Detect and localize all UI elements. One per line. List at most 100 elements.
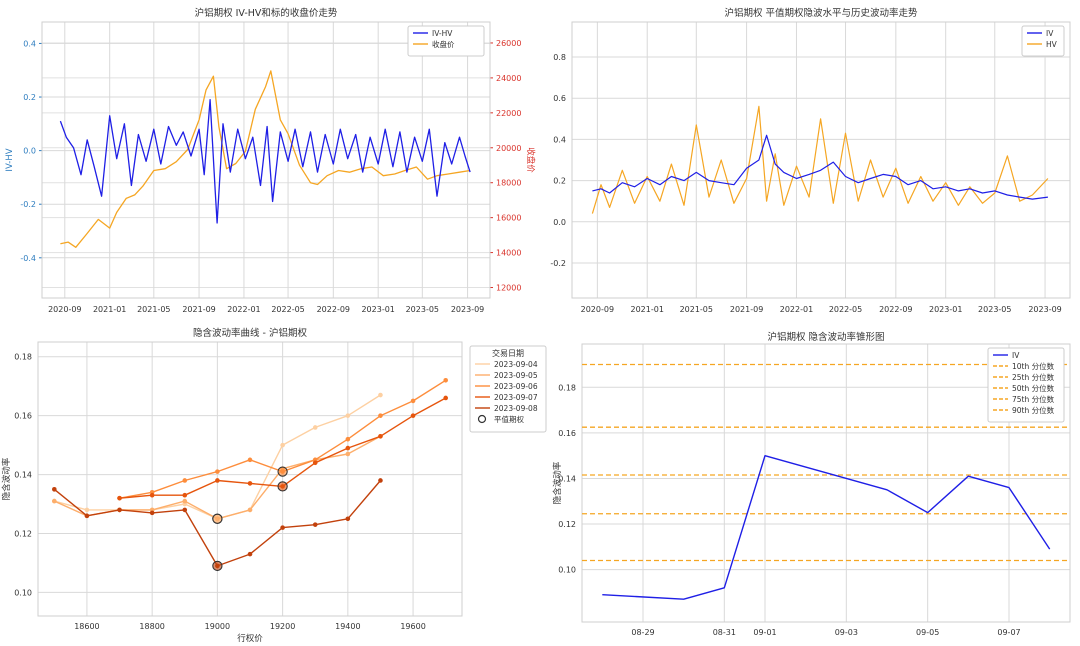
- y-axis-label: 隐含波动率: [1, 457, 12, 500]
- y-tick-label: 0.10: [14, 588, 32, 597]
- legend-label: IV: [1012, 351, 1020, 360]
- chart-title: 隐含波动率曲线 - 沪铝期权: [193, 327, 307, 339]
- legend-label: 10th 分位数: [1012, 361, 1055, 371]
- x-tick-label: 2023-09: [1028, 305, 1061, 314]
- data-point: [410, 398, 416, 404]
- x-tick-label: 19600: [400, 622, 425, 631]
- y2-axis-label: 收盘价: [525, 147, 536, 173]
- legend-label: 2023-09-06: [494, 382, 538, 391]
- x-tick-label: 2021-05: [680, 305, 713, 314]
- y-axis-label: IV-HV: [5, 148, 15, 171]
- y2-tick-label: 16000: [496, 214, 521, 223]
- x-tick-label: 2020-09: [48, 305, 81, 314]
- data-point: [312, 425, 318, 430]
- x-tick-label: 2023-01: [929, 305, 962, 314]
- y-tick-label: 0.16: [558, 429, 576, 438]
- y-tick-label: 0.12: [14, 530, 32, 539]
- legend-label: IV: [1046, 29, 1054, 38]
- series-line-iv: [602, 455, 1051, 600]
- atm-marker: [212, 513, 223, 524]
- y2-tick-label: 20000: [496, 144, 521, 153]
- data-point: [345, 436, 351, 442]
- x-tick-label: 18600: [74, 622, 99, 631]
- plot-frame: [571, 21, 1071, 299]
- y-tick-label: 0.14: [558, 474, 576, 483]
- x-tick-label: 2023-09: [451, 305, 484, 314]
- data-point: [247, 457, 253, 463]
- y-tick-label: 0.14: [14, 471, 32, 480]
- x-tick-label: 08-31: [713, 628, 736, 637]
- series-line-iv-hv: [59, 99, 471, 224]
- data-point: [280, 525, 285, 530]
- y-tick-label: 0.18: [558, 383, 576, 392]
- x-tick-label: 2022-01: [227, 305, 260, 314]
- legend-label: 25th 分位数: [1012, 372, 1055, 382]
- data-point: [378, 392, 383, 398]
- data-point: [280, 442, 285, 448]
- series-line-close-price: [60, 70, 471, 248]
- x-axis-label: 行权价: [237, 633, 263, 644]
- y-tick-label: 0.18: [14, 353, 32, 362]
- x-tick-label: 2021-01: [631, 305, 664, 314]
- data-point: [378, 433, 383, 439]
- legend-label: 2023-09-07: [494, 393, 538, 402]
- data-point: [443, 378, 448, 383]
- x-tick-label: 2020-09: [581, 305, 614, 314]
- series-line-iv: [592, 134, 1048, 200]
- data-point: [182, 498, 188, 504]
- y-tick-label: -0.2: [550, 259, 566, 268]
- data-point: [345, 451, 351, 457]
- data-point: [182, 507, 188, 513]
- chart-title: 沪铝期权 隐含波动率锥形图: [767, 331, 884, 343]
- y2-tick-label: 26000: [496, 39, 521, 48]
- x-tick-label: 08-29: [631, 628, 654, 637]
- y2-tick-label: 14000: [496, 249, 521, 258]
- data-point: [182, 492, 188, 498]
- data-point: [117, 507, 122, 513]
- y-tick-label: 0.10: [558, 566, 576, 575]
- y2-tick-label: 24000: [496, 74, 521, 83]
- legend-label: 收盘价: [432, 39, 455, 49]
- y-tick-label: 0.2: [553, 177, 566, 186]
- data-point: [215, 469, 220, 474]
- legend: 交易日期 2023-09-04 2023-09-05 2023-09-06 2023-0…: [469, 345, 547, 433]
- chart-iv-smile: 18600 18800 19000 19200 19400 19600 0.18 0.16 0.…: [1, 327, 547, 644]
- x-tick-label: 09-03: [835, 628, 858, 637]
- x-tick-label: 2022-05: [829, 305, 862, 314]
- chart-title: 沪铝期权 平值期权隐波水平与历史波动率走势: [724, 7, 918, 19]
- chart-iv-cone: 08-29 08-31 09-01 09-03 09-05 09-07 0.18 0.16 0.…: [552, 331, 1071, 637]
- atm-marker: [277, 466, 288, 477]
- data-point: [312, 522, 318, 527]
- legend-label: 2023-09-04: [494, 360, 538, 369]
- x-tick-label: 19200: [270, 622, 295, 631]
- x-tick-label: 09-07: [997, 628, 1020, 637]
- data-point: [52, 487, 57, 492]
- data-point: [52, 498, 57, 504]
- x-tick-label: 09-01: [753, 628, 776, 637]
- y-tick-label: 0.16: [14, 412, 32, 421]
- plot-frame: [581, 343, 1071, 623]
- x-tick-label: 2022-05: [271, 305, 304, 314]
- y2-tick-label: 12000: [496, 284, 521, 293]
- y-tick-label: -0.4: [20, 254, 36, 263]
- data-point: [84, 513, 90, 519]
- x-tick-label: 2021-09: [182, 305, 215, 314]
- x-tick-label: 09-05: [916, 628, 939, 637]
- x-tick-label: 2023-05: [406, 305, 439, 314]
- legend-label: 平值期权: [494, 414, 524, 424]
- data-point: [345, 445, 351, 451]
- x-tick-label: 2021-09: [730, 305, 763, 314]
- y-axis-label: 隐含波动率: [552, 461, 563, 504]
- data-point: [84, 507, 90, 513]
- data-point: [117, 495, 122, 501]
- chart-atm-iv-hv: 2020-09 2021-01 2021-05 2021-09 2022-01 2022-…: [550, 7, 1071, 314]
- data-point: [443, 395, 448, 401]
- y2-tick-label: 22000: [496, 109, 521, 118]
- legend-title: 交易日期: [492, 348, 524, 358]
- legend-label: 75th 分位数: [1012, 394, 1055, 404]
- y-tick-label: 0.8: [553, 53, 566, 62]
- data-point: [182, 478, 188, 483]
- x-tick-label: 2022-09: [879, 305, 912, 314]
